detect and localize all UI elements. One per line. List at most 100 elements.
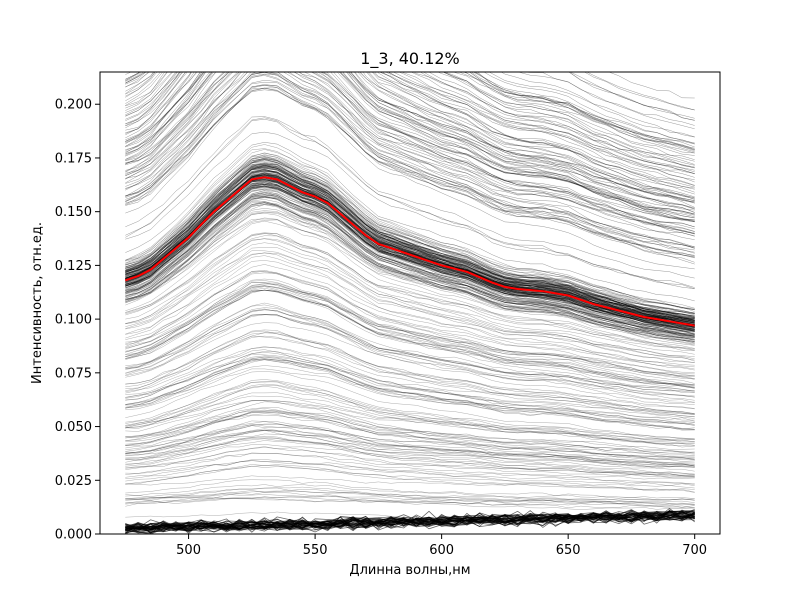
spectrum-line bbox=[125, 72, 695, 160]
spectrum-line bbox=[125, 188, 695, 335]
spectrum-line bbox=[125, 189, 695, 332]
spectrum-line bbox=[125, 381, 695, 440]
spectrum-line bbox=[125, 385, 695, 447]
spectrum-line bbox=[125, 186, 695, 332]
spectrum-line bbox=[125, 309, 695, 393]
spectrum-line bbox=[125, 392, 695, 440]
spectrum-line bbox=[125, 184, 695, 332]
spectrum-line bbox=[125, 335, 695, 417]
spectrum-line bbox=[125, 386, 695, 448]
spectrum-line bbox=[125, 72, 695, 175]
spectrum-line bbox=[125, 355, 695, 418]
y-tick-label: 0.125 bbox=[55, 259, 92, 274]
spectrum-line bbox=[125, 196, 695, 340]
spectrum-line bbox=[125, 148, 695, 311]
spectrum-line bbox=[125, 304, 695, 392]
spectrum-line bbox=[125, 165, 695, 322]
spectrum-line bbox=[125, 72, 695, 232]
spectrum-line bbox=[125, 72, 695, 228]
spectrum-line bbox=[125, 183, 695, 330]
spectrum-line bbox=[125, 264, 695, 368]
spectrum-line bbox=[125, 371, 695, 440]
spectrum-line bbox=[125, 484, 695, 499]
spectrum-line bbox=[125, 164, 695, 318]
y-axis-label: Интенсивность, отн.ед. bbox=[30, 222, 45, 384]
spectrum-line bbox=[125, 72, 695, 208]
spectrum-line bbox=[125, 72, 695, 145]
spectrum-line bbox=[125, 158, 695, 315]
spectrum-line bbox=[125, 72, 695, 186]
spectrum-line bbox=[125, 72, 695, 209]
spectrum-line bbox=[125, 72, 695, 219]
spectrum-line bbox=[125, 400, 695, 453]
spectrum-line bbox=[125, 180, 695, 328]
spectrum-line bbox=[125, 72, 695, 200]
spectrum-line bbox=[125, 335, 695, 415]
spectrum-line bbox=[125, 72, 695, 151]
spectrum-line bbox=[125, 167, 695, 318]
spectrum-line bbox=[125, 74, 695, 257]
spectrum-line bbox=[125, 72, 695, 198]
spectrum-line bbox=[125, 155, 695, 311]
spectrum-line bbox=[125, 163, 695, 320]
spectrum-line bbox=[125, 179, 695, 328]
spectrum-line bbox=[125, 72, 695, 222]
spectrum-line bbox=[125, 157, 695, 314]
spectrum-line bbox=[125, 168, 695, 321]
spectrum-line bbox=[125, 158, 695, 318]
spectrum-line bbox=[125, 479, 695, 501]
spectrum-line bbox=[125, 179, 695, 327]
spectrum-line bbox=[125, 165, 695, 324]
spectrum-line bbox=[125, 208, 695, 345]
spectrum-line bbox=[125, 72, 695, 149]
spectrum-line bbox=[125, 185, 695, 330]
spectrum-line bbox=[125, 436, 695, 477]
spectrum-line bbox=[517, 72, 695, 130]
spectrum-line bbox=[125, 379, 695, 441]
spectrum-line bbox=[125, 72, 695, 202]
spectrum-line bbox=[125, 438, 695, 468]
spectrum-line bbox=[125, 452, 695, 475]
spectrum-line bbox=[125, 182, 695, 331]
spectrum-line bbox=[125, 72, 695, 237]
spectrum-line bbox=[125, 72, 695, 190]
spectrum-line bbox=[125, 142, 695, 302]
spectrum-line bbox=[125, 72, 695, 249]
spectrum-line bbox=[125, 72, 695, 234]
spectrum-line bbox=[125, 322, 695, 398]
spectrum-line bbox=[125, 72, 695, 186]
spectrum-line bbox=[125, 170, 695, 321]
spectrum-line bbox=[125, 72, 695, 240]
spectrum-line bbox=[125, 85, 695, 270]
mean-line-layer bbox=[124, 176, 695, 327]
spectrum-line bbox=[125, 178, 695, 329]
spectrum-line bbox=[125, 331, 695, 415]
spectrum-line bbox=[125, 165, 695, 319]
spectrum-line bbox=[125, 72, 695, 221]
spectrum-line bbox=[125, 332, 695, 409]
spectrum-line bbox=[125, 185, 695, 330]
spectrum-line bbox=[125, 490, 695, 501]
spectrum-line bbox=[125, 238, 695, 361]
spectrum-line bbox=[125, 346, 695, 424]
spectrum-line bbox=[125, 255, 695, 370]
spectrum-line bbox=[125, 72, 695, 217]
spectrum-line bbox=[125, 72, 695, 173]
spectrum-line bbox=[125, 192, 695, 339]
spectrum-line bbox=[125, 118, 695, 288]
y-tick-label: 0.075 bbox=[55, 366, 92, 381]
x-tick-label: 600 bbox=[429, 543, 454, 558]
spectrum-line bbox=[125, 161, 695, 321]
spectrum-line bbox=[586, 72, 695, 111]
spectrum-line bbox=[125, 87, 695, 248]
spectrum-line bbox=[125, 72, 695, 213]
spectrum-line bbox=[125, 72, 695, 195]
spectrum-line bbox=[125, 365, 695, 423]
spectrum-line bbox=[125, 210, 695, 334]
spectrum-line bbox=[125, 72, 695, 168]
spectrum-line bbox=[125, 156, 695, 319]
spectrum-line bbox=[125, 72, 695, 168]
plot-frame bbox=[99, 71, 721, 535]
spectrum-line bbox=[125, 188, 695, 332]
spectrum-line bbox=[125, 383, 695, 444]
